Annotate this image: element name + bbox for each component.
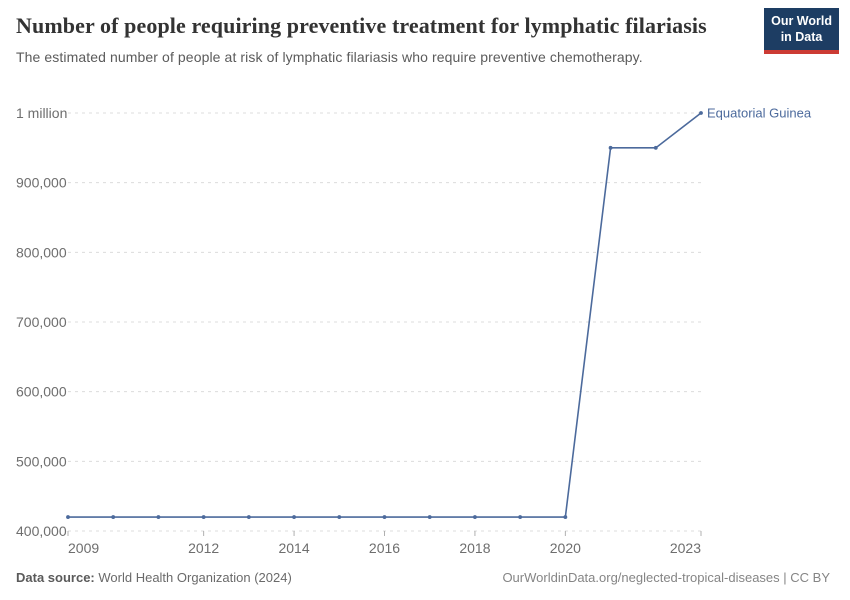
footer-url[interactable]: OurWorldinData.org/neglected-tropical-di… [502,569,830,585]
x-axis-label: 2009 [68,540,99,556]
data-source: Data source: World Health Organization (… [16,570,292,585]
chart-subtitle: The estimated number of people at risk o… [16,48,643,65]
series-label[interactable]: Equatorial Guinea [707,106,812,121]
data-point[interactable] [292,515,296,519]
data-point[interactable] [382,515,387,519]
data-source-label: Data source: [16,569,95,585]
x-axis-label: 2016 [369,540,400,556]
owid-logo[interactable]: Our World in Data [764,8,839,55]
y-axis-label: 900,000 [16,175,67,191]
y-axis-label: 800,000 [16,244,67,260]
chart-canvas[interactable]: 400,000 500,000 600,000 700,000 800,000 900,0… [0,100,850,560]
x-axis-label: 2023 [670,540,701,556]
data-point[interactable] [653,145,658,150]
y-axis-label: 700,000 [16,314,67,330]
data-point[interactable] [473,515,477,519]
data-point[interactable] [156,515,161,519]
plot-area[interactable] [68,113,701,531]
y-axis-label: 600,000 [16,384,67,400]
data-point[interactable] [246,515,251,519]
y-axis-label: 400,000 [16,523,67,539]
data-point[interactable] [427,515,432,519]
x-axis-label: 2020 [550,540,581,556]
data-source-value: World Health Organization (2024) [98,569,292,585]
data-point[interactable] [699,111,703,115]
data-point[interactable] [608,145,613,150]
y-axis-label: 500,000 [16,453,67,469]
owid-logo-line1: Our World [771,14,832,28]
chart-title: Number of people requiring preventive tr… [16,13,707,38]
data-point[interactable] [201,515,206,519]
x-axis-label: 2018 [459,540,490,556]
owid-logo-line2: in Data [780,29,823,44]
chart-area: 400,000 500,000 600,000 700,000 800,000 900,0… [0,100,850,560]
data-point[interactable] [337,515,342,519]
x-axis-label: 2014 [278,540,309,556]
x-axis-label: 2012 [188,540,219,556]
data-point[interactable] [518,515,523,519]
data-point[interactable] [563,515,568,519]
data-point[interactable] [111,515,116,519]
data-point[interactable] [66,515,70,519]
y-axis-label: 1 million [16,105,67,121]
chart-header: Number of people requiring preventive tr… [16,12,750,65]
chart-footer: Data source: World Health Organization (… [16,566,830,588]
